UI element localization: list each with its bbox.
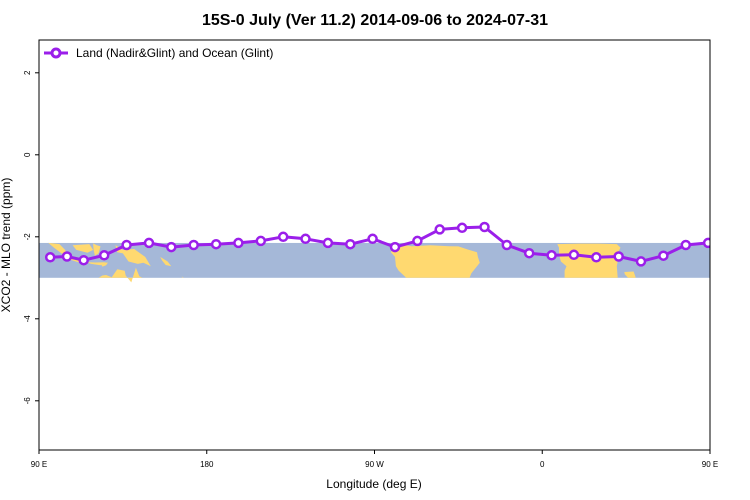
x-tick-label: 0 bbox=[540, 460, 545, 469]
land-vanuatu bbox=[181, 276, 184, 278]
data-point bbox=[546, 250, 557, 261]
x-tick-label: 90 E bbox=[702, 460, 718, 469]
land-solomon bbox=[160, 256, 172, 267]
legend: Land (Nadir&Glint) and Ocean (Glint) bbox=[44, 46, 273, 60]
x-tick-label: 180 bbox=[200, 460, 214, 469]
data-point bbox=[345, 238, 356, 250]
data-point bbox=[523, 247, 535, 259]
land-sulawesi bbox=[93, 243, 101, 256]
land-borneo bbox=[72, 244, 94, 253]
data-point bbox=[658, 250, 669, 261]
data-point bbox=[322, 237, 334, 249]
data-point bbox=[188, 239, 199, 251]
land-madagascar bbox=[624, 271, 636, 278]
data-point bbox=[277, 231, 289, 243]
data-point bbox=[613, 251, 624, 262]
data-point bbox=[233, 237, 244, 249]
data-point bbox=[367, 233, 378, 245]
data-point bbox=[434, 224, 445, 235]
data-point bbox=[143, 237, 155, 249]
data-point bbox=[121, 239, 132, 251]
land-new-guinea bbox=[115, 245, 151, 267]
y-tick-label: 0 bbox=[23, 152, 32, 157]
land-timor bbox=[101, 262, 108, 267]
series-line-0 bbox=[50, 225, 710, 263]
legend-marker-swatch bbox=[50, 47, 62, 59]
data-point bbox=[255, 235, 267, 247]
land-south-america bbox=[390, 244, 480, 278]
data-point bbox=[166, 241, 177, 253]
y-tick-label: -6 bbox=[23, 397, 32, 405]
land-australia-north bbox=[81, 267, 143, 283]
data-point bbox=[635, 256, 647, 267]
data-point bbox=[389, 241, 401, 253]
data-point bbox=[501, 239, 513, 251]
chart-title: 15S-0 July (Ver 11.2) 2014-09-06 to 2024… bbox=[202, 12, 548, 29]
data-point bbox=[680, 239, 692, 251]
data-point bbox=[568, 249, 580, 261]
series-layer bbox=[44, 221, 710, 267]
data-point bbox=[210, 238, 222, 250]
data-point bbox=[98, 250, 110, 261]
data-point bbox=[456, 222, 468, 234]
y-tick-label: 2 bbox=[23, 70, 32, 75]
data-point bbox=[61, 251, 73, 262]
y-tick-label: -4 bbox=[23, 315, 32, 323]
y-tick-label: -2 bbox=[23, 233, 32, 241]
y-axis-label: XCO2 - MLO trend (ppm) bbox=[0, 178, 13, 313]
data-point bbox=[702, 237, 710, 249]
data-point bbox=[412, 235, 423, 247]
x-tick-label: 90 W bbox=[365, 460, 384, 469]
x-axis-label: Longitude (deg E) bbox=[326, 477, 421, 491]
legend-entry-label: Land (Nadir&Glint) and Ocean (Glint) bbox=[76, 46, 273, 60]
data-point bbox=[44, 252, 56, 263]
x-tick-label: 90 E bbox=[31, 460, 47, 469]
data-point bbox=[591, 252, 602, 263]
land-africa bbox=[557, 243, 621, 278]
y-axis: 2 0 -2 -4 -6 bbox=[23, 70, 39, 404]
x-axis: 90 E 180 90 W 0 90 E bbox=[31, 450, 718, 469]
data-point bbox=[78, 254, 89, 266]
land-lesser-sunda bbox=[85, 262, 108, 266]
data-point bbox=[479, 221, 490, 233]
data-point bbox=[300, 233, 311, 245]
